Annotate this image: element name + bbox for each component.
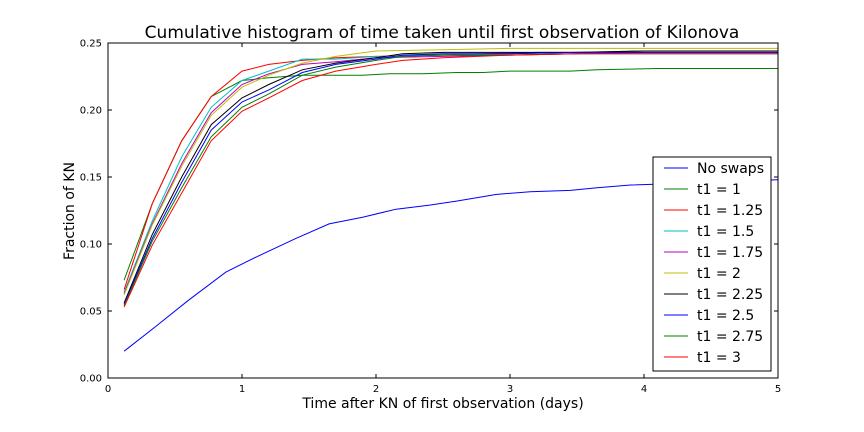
legend: No swaps t1 = 1 t1 = 1.25 t1 = 1.5 t1 = 1.75… bbox=[652, 156, 772, 372]
legend-label: t1 = 1.75 bbox=[697, 245, 763, 261]
legend-item-5: t1 = 2 bbox=[664, 266, 741, 282]
x-tick-label: 4 bbox=[641, 384, 647, 395]
y-tick-label: 0.25 bbox=[80, 39, 102, 50]
legend-label: t1 = 2.75 bbox=[697, 329, 763, 345]
legend-item-6: t1 = 2.25 bbox=[664, 287, 763, 303]
legend-item-1: t1 = 1 bbox=[664, 182, 741, 198]
x-tick-label: 3 bbox=[507, 384, 513, 395]
y-tick-label: 0.20 bbox=[80, 106, 102, 117]
legend-label: No swaps bbox=[697, 161, 764, 177]
x-tick-label: 2 bbox=[373, 384, 379, 395]
series-layer bbox=[123, 47, 778, 352]
y-axis-label: Fraction of KN bbox=[62, 162, 78, 260]
legend-label: t1 = 1 bbox=[697, 182, 741, 198]
legend-label: t1 = 2 bbox=[697, 266, 741, 282]
legend-item-8: t1 = 2.75 bbox=[664, 329, 763, 345]
ticks-layer: 0 1 2 3 4 5 0.00 0.05 0.10 0.15 0.20 0.25 bbox=[80, 39, 781, 396]
legend-label: t1 = 3 bbox=[697, 350, 741, 366]
chart-title: Cumulative histogram of time taken until… bbox=[145, 23, 740, 43]
legend-label: t1 = 2.5 bbox=[697, 308, 754, 324]
legend-item-3: t1 = 1.5 bbox=[664, 224, 754, 240]
y-tick-label: 0.15 bbox=[80, 173, 102, 184]
x-tick-label: 0 bbox=[105, 384, 111, 395]
legend-label: t1 = 1.25 bbox=[697, 203, 763, 219]
plot-area: 0 1 2 3 4 5 0.00 0.05 0.10 0.15 0.20 0.25 bbox=[80, 39, 781, 396]
legend-label: t1 = 2.25 bbox=[697, 287, 763, 303]
legend-item-0: No swaps bbox=[664, 161, 764, 177]
series-line-7 bbox=[123, 51, 778, 305]
legend-item-9: t1 = 3 bbox=[664, 350, 741, 366]
legend-item-7: t1 = 2.5 bbox=[664, 308, 754, 324]
x-tick-label: 1 bbox=[239, 384, 245, 395]
x-tick-label: 5 bbox=[775, 384, 781, 395]
legend-item-2: t1 = 1.25 bbox=[664, 203, 763, 219]
y-tick-label: 0.10 bbox=[80, 240, 102, 251]
series-line-5 bbox=[123, 47, 778, 296]
y-tick-label: 0.00 bbox=[80, 374, 102, 385]
legend-item-4: t1 = 1.75 bbox=[664, 245, 763, 261]
x-axis-label: Time after KN of first observation (days… bbox=[301, 396, 583, 412]
legend-box bbox=[652, 156, 772, 372]
y-tick-label: 0.05 bbox=[80, 307, 102, 318]
legend-label: t1 = 1.5 bbox=[697, 224, 754, 240]
plot-frame bbox=[107, 42, 779, 379]
series-line-9 bbox=[123, 53, 778, 308]
